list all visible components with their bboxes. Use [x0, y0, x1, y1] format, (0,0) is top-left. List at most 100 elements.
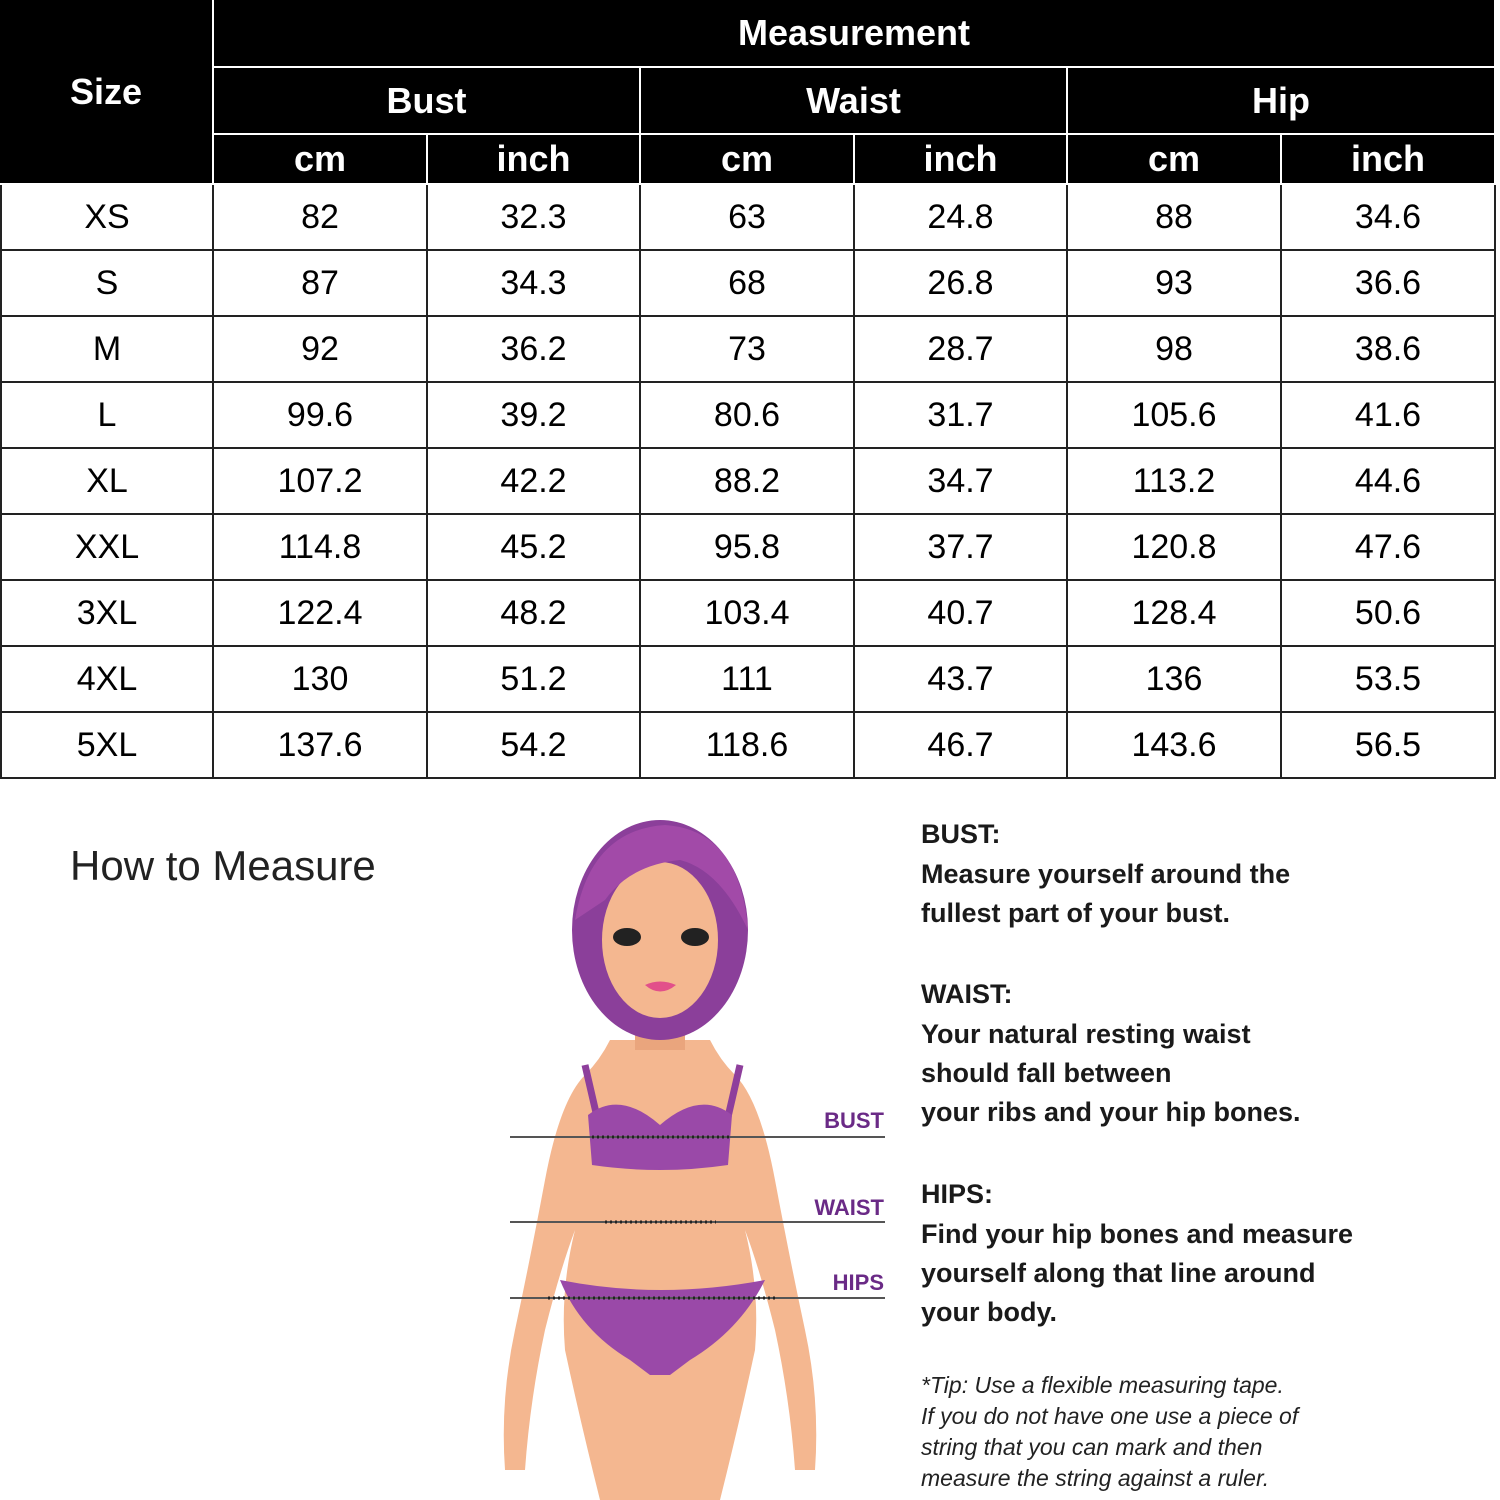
value-cell: 24.8: [855, 185, 1068, 251]
value-cell: 56.5: [1282, 713, 1496, 779]
tip-line: string that you can mark and then: [921, 1434, 1263, 1460]
value-cell: 40.7: [855, 581, 1068, 647]
value-cell: 34.6: [1282, 185, 1496, 251]
value-cell: 36.6: [1282, 251, 1496, 317]
eye: [681, 928, 709, 946]
unit-header: inch: [428, 135, 641, 185]
section-heading: WAIST:: [921, 979, 1013, 1009]
section-line: yourself along that line around: [921, 1258, 1316, 1288]
value-cell: 54.2: [428, 713, 641, 779]
value-cell: 99.6: [214, 383, 428, 449]
size-cell: XS: [0, 185, 214, 251]
face: [602, 862, 718, 1018]
section-heading: HIPS:: [921, 1179, 994, 1209]
panties: [560, 1280, 765, 1375]
value-cell: 118.6: [641, 713, 855, 779]
size-cell: L: [0, 383, 214, 449]
value-cell: 44.6: [1282, 449, 1496, 515]
group-header: Measurement: [214, 0, 1496, 68]
figure-label: WAIST: [814, 1195, 884, 1220]
size-header: Size: [0, 0, 214, 185]
size-cell: 3XL: [0, 581, 214, 647]
value-cell: 63: [641, 185, 855, 251]
value-cell: 113.2: [1068, 449, 1282, 515]
value-cell: 88.2: [641, 449, 855, 515]
value-cell: 98: [1068, 317, 1282, 383]
value-cell: 130: [214, 647, 428, 713]
mouth: [645, 981, 676, 992]
value-cell: 103.4: [641, 581, 855, 647]
unit-header: cm: [1068, 135, 1282, 185]
value-cell: 48.2: [428, 581, 641, 647]
hair-front: [575, 825, 748, 930]
unit-header: cm: [214, 135, 428, 185]
value-cell: 34.7: [855, 449, 1068, 515]
value-cell: 26.8: [855, 251, 1068, 317]
size-cell: M: [0, 317, 214, 383]
column-header: Waist: [641, 68, 1068, 135]
size-cell: 5XL: [0, 713, 214, 779]
section-heading: BUST:: [921, 819, 1001, 849]
tip: *Tip: Use a flexible measuring tape. If y…: [921, 1370, 1298, 1494]
guide-section: BUST: Measure yourself around the fullest …: [921, 815, 1290, 933]
figure: BUST WAIST HIPS: [503, 820, 885, 1500]
value-cell: 28.7: [855, 317, 1068, 383]
value-cell: 80.6: [641, 383, 855, 449]
value-cell: 41.6: [1282, 383, 1496, 449]
value-cell: 47.6: [1282, 515, 1496, 581]
value-cell: 46.7: [855, 713, 1068, 779]
value-cell: 120.8: [1068, 515, 1282, 581]
figure-label: HIPS: [833, 1270, 884, 1295]
section-line: should fall between: [921, 1058, 1172, 1088]
value-cell: 34.3: [428, 251, 641, 317]
section-line: Your natural resting waist: [921, 1019, 1251, 1049]
unit-header: inch: [1282, 135, 1496, 185]
value-cell: 53.5: [1282, 647, 1496, 713]
size-cell: 4XL: [0, 647, 214, 713]
value-cell: 105.6: [1068, 383, 1282, 449]
value-cell: 122.4: [214, 581, 428, 647]
tip-line: *Tip: Use a flexible measuring tape.: [921, 1372, 1284, 1398]
guide-section: HIPS: Find your hip bones and measure your…: [921, 1175, 1353, 1332]
value-cell: 38.6: [1282, 317, 1496, 383]
value-cell: 137.6: [214, 713, 428, 779]
value-cell: 50.6: [1282, 581, 1496, 647]
section-line: fullest part of your bust.: [921, 898, 1231, 928]
value-cell: 111: [641, 647, 855, 713]
value-cell: 43.7: [855, 647, 1068, 713]
value-cell: 107.2: [214, 449, 428, 515]
size-cell: XL: [0, 449, 214, 515]
value-cell: 32.3: [428, 185, 641, 251]
value-cell: 45.2: [428, 515, 641, 581]
tip-line: If you do not have one use a piece of: [921, 1403, 1299, 1429]
figure-label: BUST: [824, 1108, 884, 1133]
value-cell: 39.2: [428, 383, 641, 449]
section-line: Find your hip bones and measure: [921, 1219, 1354, 1249]
value-cell: 82: [214, 185, 428, 251]
column-header: Hip: [1068, 68, 1496, 135]
guide-title: How to Measure: [70, 842, 376, 889]
size-cell: S: [0, 251, 214, 317]
value-cell: 31.7: [855, 383, 1068, 449]
value-cell: 143.6: [1068, 713, 1282, 779]
value-cell: 36.2: [428, 317, 641, 383]
tip-line: measure the string against a ruler.: [921, 1465, 1270, 1491]
value-cell: 51.2: [428, 647, 641, 713]
section-line: your body.: [921, 1297, 1058, 1327]
value-cell: 73: [641, 317, 855, 383]
column-header: Bust: [214, 68, 641, 135]
value-cell: 93: [1068, 251, 1282, 317]
value-cell: 114.8: [214, 515, 428, 581]
value-cell: 88: [1068, 185, 1282, 251]
value-cell: 128.4: [1068, 581, 1282, 647]
value-cell: 37.7: [855, 515, 1068, 581]
unit-header: cm: [641, 135, 855, 185]
value-cell: 87: [214, 251, 428, 317]
value-cell: 68: [641, 251, 855, 317]
eye: [613, 928, 641, 946]
value-cell: 95.8: [641, 515, 855, 581]
value-cell: 136: [1068, 647, 1282, 713]
size-cell: XXL: [0, 515, 214, 581]
value-cell: 42.2: [428, 449, 641, 515]
